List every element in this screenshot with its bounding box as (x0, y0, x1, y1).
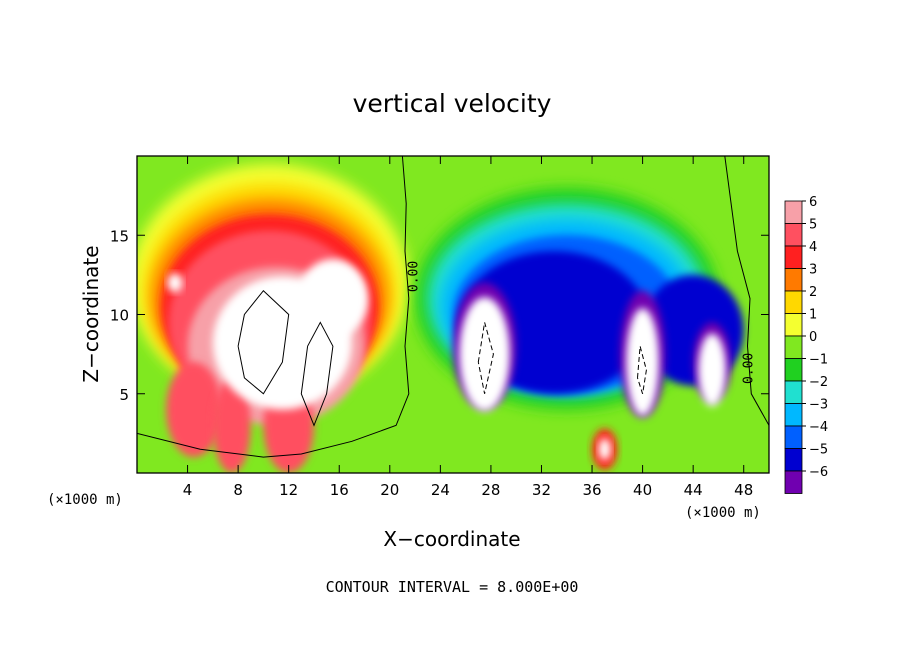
chart-title: vertical velocity (353, 89, 552, 118)
colorbar-swatch (784, 290, 803, 314)
colorbar-tick-label: 0 (809, 330, 817, 345)
y-tick-label: 5 (119, 386, 129, 404)
contour-lines (137, 156, 769, 458)
zero-contour-east (724, 156, 769, 426)
colorbar-swatch (784, 470, 803, 494)
colorbar-swatch (784, 268, 803, 292)
positive-contour-1 (237, 289, 290, 395)
y-tick-label: 15 (110, 227, 129, 245)
colorbar-swatch (784, 380, 803, 404)
colorbar-swatch (784, 200, 803, 224)
positive-contour-2 (300, 321, 334, 427)
field-blob-6 (166, 362, 222, 458)
colorbar: 6 5 4 3 2 1 0 −1 −2 −3 −4 −5 −6 (784, 195, 828, 494)
colorbar-tick-label: −5 (809, 443, 828, 458)
x-axis: 4 8 12 16 20 24 28 32 36 40 44 48 (183, 156, 753, 499)
contour-label-1: 0.00 (742, 353, 757, 384)
y-axis-label: Z−coordinate (79, 245, 103, 382)
x-tick-label: 36 (582, 481, 601, 499)
contour-interval-note: CONTOUR INTERVAL = 8.000E+00 (326, 578, 579, 596)
colorbar-swatch (784, 425, 803, 449)
colorbar-tick-label: −3 (809, 398, 828, 413)
colorbar-tick-label: 5 (809, 218, 817, 233)
colorbar-swatch (784, 358, 803, 382)
y-axis: 5 10 15 (110, 227, 769, 404)
y-tick-label: 10 (110, 307, 129, 325)
colorbar-swatch (784, 448, 803, 472)
field-core-5 (698, 333, 727, 407)
x-tick-label: 16 (330, 481, 349, 499)
x-multiplier-left: (×1000 m) (47, 492, 123, 508)
x-tick-label: 40 (633, 481, 652, 499)
field-core-4 (626, 308, 660, 416)
colorbar-tick-label: 1 (809, 308, 817, 323)
colorbar-swatch (784, 245, 803, 269)
colorbar-tick-label: 3 (809, 263, 817, 278)
x-tick-label: 44 (684, 481, 703, 499)
colorbar-tick-label: 6 (809, 195, 817, 210)
negative-contour-1 (477, 322, 494, 394)
colorbar-tick-label: 4 (809, 240, 817, 255)
contour-label-0: 0.00 (407, 261, 422, 292)
field-core-6 (598, 438, 611, 461)
colorbar-tick-label: −4 (809, 420, 828, 435)
velocity-field (137, 156, 769, 473)
colorbar-swatch (784, 223, 803, 247)
field-core-1 (297, 259, 369, 339)
colorbar-swatch (784, 403, 803, 427)
colorbar-tick-label: −2 (809, 375, 828, 390)
x-tick-label: 4 (183, 481, 193, 499)
zero-contour-west (137, 156, 410, 458)
x-tick-label: 12 (279, 481, 298, 499)
field-core-2 (167, 273, 183, 293)
field-blob-7 (212, 377, 251, 473)
negative-contour-2 (637, 346, 647, 394)
contour-labels: 0.00 0.00 (407, 261, 757, 384)
x-tick-label: 8 (233, 481, 243, 499)
colorbar-tick-label: 2 (809, 285, 817, 300)
colorbar-tick-label: −6 (809, 465, 828, 480)
colorbar-tick-label: −1 (809, 353, 828, 368)
colorbar-swatch (784, 313, 803, 337)
x-tick-label: 48 (734, 481, 753, 499)
field-core-3 (459, 297, 510, 412)
x-multiplier-right: (×1000 m) (685, 505, 761, 521)
x-tick-label: 24 (431, 481, 450, 499)
x-tick-label: 32 (532, 481, 551, 499)
x-axis-label: X−coordinate (383, 527, 520, 551)
x-tick-label: 28 (481, 481, 500, 499)
x-tick-label: 20 (380, 481, 399, 499)
colorbar-swatch (784, 335, 803, 359)
